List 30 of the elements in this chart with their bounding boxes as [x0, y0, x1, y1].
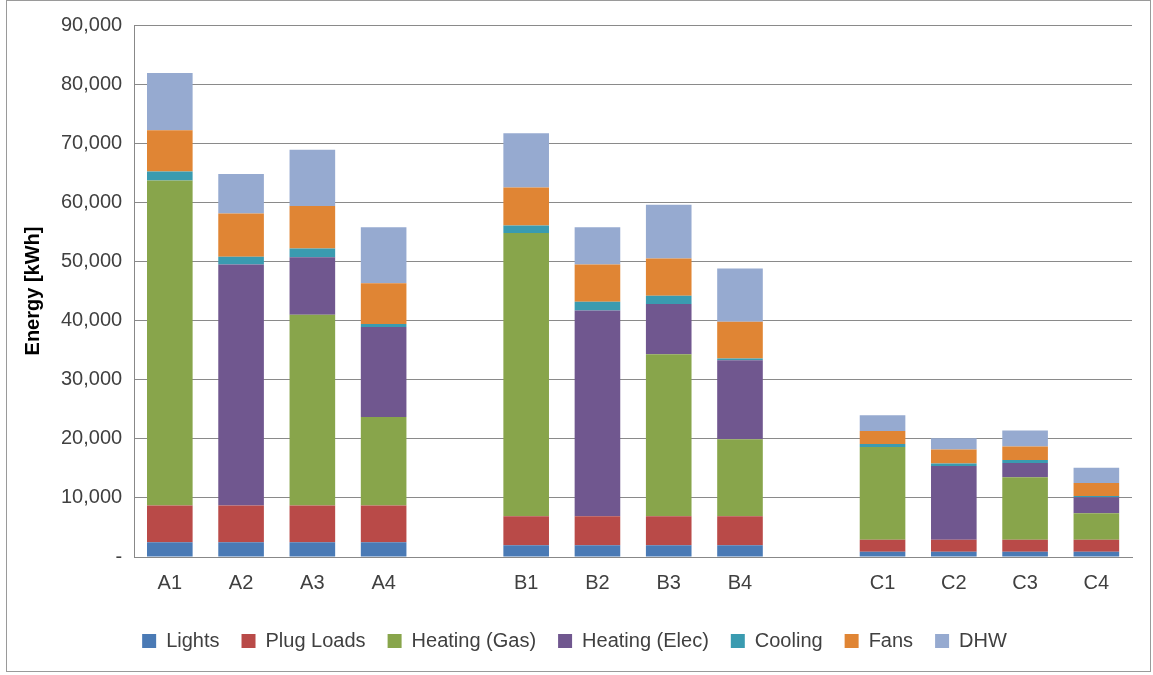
y-tick-label: 90,000 — [61, 12, 123, 35]
x-tick-label: A1 — [157, 570, 183, 593]
legend-label: Lights — [166, 628, 220, 651]
y-tick-label: 30,000 — [61, 367, 123, 390]
legend-label: Heating (Gas) — [411, 628, 537, 651]
y-tick-label: 20,000 — [61, 426, 123, 449]
y-axis-title: Energy [kWh] — [20, 226, 43, 356]
y-tick-label: 40,000 — [61, 308, 123, 331]
x-tick-label: C3 — [1012, 570, 1038, 593]
x-tick-label: A3 — [300, 570, 325, 593]
x-tick-label: C4 — [1083, 570, 1110, 593]
y-tick-label: 70,000 — [61, 130, 123, 153]
x-tick-label: B3 — [656, 570, 681, 593]
y-tick-label: 60,000 — [61, 189, 123, 212]
x-tick-label: B2 — [585, 570, 610, 593]
legend-label: Plug Loads — [265, 628, 366, 651]
y-tick-label: 80,000 — [61, 71, 123, 94]
x-tick-label: B1 — [513, 570, 539, 593]
legend-label: DHW — [959, 628, 1007, 651]
x-tick-label: C2 — [941, 570, 967, 593]
legend-label: Fans — [868, 628, 914, 651]
y-tick-label: 10,000 — [61, 485, 123, 508]
y-tick-label: - — [115, 544, 123, 567]
x-tick-label: B4 — [727, 570, 753, 593]
x-tick-label: A4 — [371, 570, 396, 593]
x-tick-label: A2 — [228, 570, 254, 593]
x-tick-label: C1 — [869, 570, 896, 593]
y-tick-label: 50,000 — [61, 248, 123, 271]
legend-label: Cooling — [754, 628, 823, 651]
legend-label: Heating (Elec) — [582, 628, 709, 651]
